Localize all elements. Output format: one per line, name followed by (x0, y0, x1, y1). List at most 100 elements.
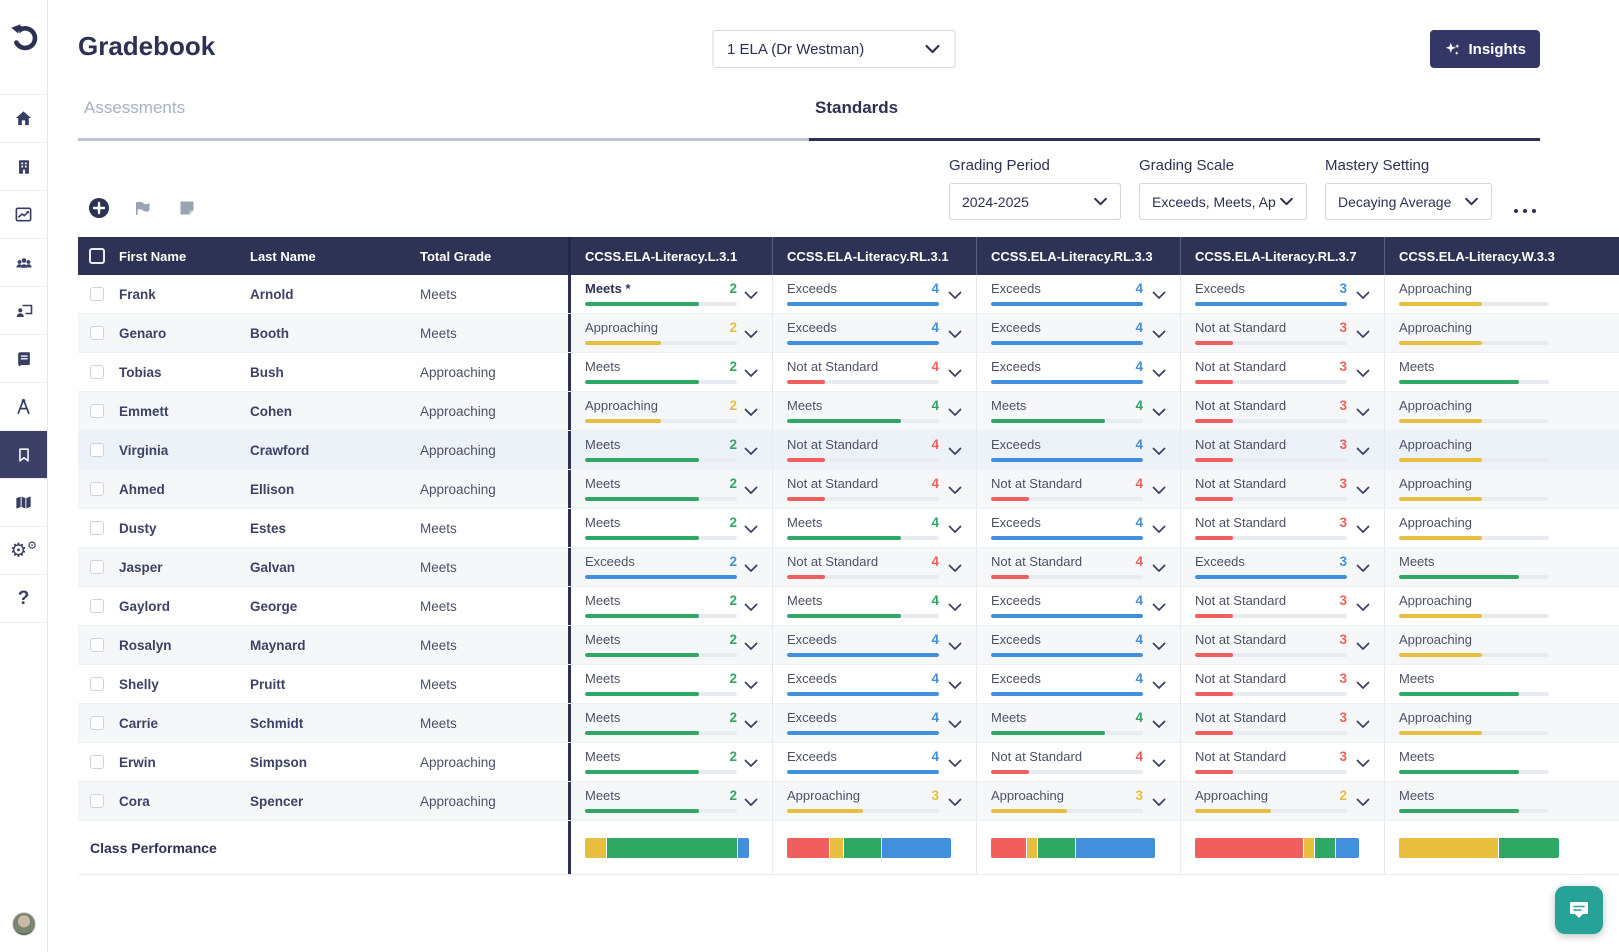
row-checkbox[interactable] (89, 638, 104, 652)
cell-expand-chevron-icon[interactable] (1152, 369, 1166, 378)
cell-expand-chevron-icon[interactable] (1356, 681, 1370, 690)
table-row[interactable]: Emmett Cohen Approaching Approaching 2 M… (78, 392, 1619, 431)
standard-grade-cell[interactable]: Exceeds 2 (568, 548, 772, 586)
cell-expand-chevron-icon[interactable] (948, 525, 962, 534)
standard-grade-cell[interactable]: Meets 4 (772, 392, 976, 430)
class-distribution-bar[interactable] (1195, 837, 1359, 858)
app-logo[interactable] (0, 0, 47, 95)
standard-grade-cell[interactable]: Meets 2 (568, 587, 772, 625)
cell-expand-chevron-icon[interactable] (1152, 720, 1166, 729)
standard-grade-cell[interactable]: Not at Standard 3 (1180, 743, 1384, 781)
cell-expand-chevron-icon[interactable] (744, 408, 758, 417)
table-row[interactable]: Genaro Booth Meets Approaching 2 Exceeds (78, 314, 1619, 353)
cell-expand-chevron-icon[interactable] (744, 330, 758, 339)
standard-grade-cell[interactable]: Not at Standard 4 (772, 548, 976, 586)
standard-grade-cell[interactable]: Not at Standard 4 (772, 470, 976, 508)
standard-grade-cell[interactable]: Approaching 3 (976, 782, 1180, 820)
table-row[interactable]: Tobias Bush Approaching Meets 2 Not at S… (78, 353, 1619, 392)
cell-expand-chevron-icon[interactable] (744, 681, 758, 690)
standard-grade-cell[interactable]: Meets 2 (568, 353, 772, 391)
standard-grade-cell[interactable]: Exceeds 4 (976, 509, 1180, 547)
standard-grade-cell[interactable]: Exceeds 4 (976, 431, 1180, 469)
standard-grade-cell[interactable]: Meets 2 (568, 782, 772, 820)
cell-expand-chevron-icon[interactable] (1356, 447, 1370, 456)
standard-grade-cell[interactable]: Approaching (1384, 314, 1619, 352)
standard-grade-cell[interactable]: Not at Standard 4 (772, 431, 976, 469)
cell-expand-chevron-icon[interactable] (744, 798, 758, 807)
standard-grade-cell[interactable]: Not at Standard 3 (1180, 353, 1384, 391)
standard-grade-cell[interactable]: Approaching (1384, 626, 1619, 664)
cell-expand-chevron-icon[interactable] (1356, 759, 1370, 768)
standard-grade-cell[interactable]: Exceeds 4 (976, 665, 1180, 703)
standard-grade-cell[interactable]: Exceeds 4 (976, 626, 1180, 664)
standard-grade-cell[interactable]: Meets (1384, 353, 1619, 391)
add-button[interactable] (88, 197, 110, 222)
standard-grade-cell[interactable]: Meets 4 (976, 704, 1180, 742)
row-checkbox[interactable] (89, 482, 104, 496)
table-row[interactable]: Erwin Simpson Approaching Meets 2 Exceed… (78, 743, 1619, 782)
standard-grade-cell[interactable]: Approaching 2 (568, 392, 772, 430)
cell-expand-chevron-icon[interactable] (744, 720, 758, 729)
standard-grade-cell[interactable]: Exceeds 4 (976, 353, 1180, 391)
standard-grade-cell[interactable]: Meets 2 (568, 509, 772, 547)
cell-expand-chevron-icon[interactable] (948, 603, 962, 612)
standard-grade-cell[interactable]: Meets 4 (772, 587, 976, 625)
cell-expand-chevron-icon[interactable] (744, 525, 758, 534)
table-row[interactable]: Rosalyn Maynard Meets Meets 2 Exceeds (78, 626, 1619, 665)
standard-grade-cell[interactable]: Not at Standard 4 (772, 353, 976, 391)
standard-grade-cell[interactable]: Not at Standard 3 (1180, 587, 1384, 625)
row-checkbox[interactable] (89, 794, 104, 808)
cell-expand-chevron-icon[interactable] (1356, 486, 1370, 495)
cell-expand-chevron-icon[interactable] (948, 408, 962, 417)
table-row[interactable]: Virginia Crawford Approaching Meets 2 No… (78, 431, 1619, 470)
standard-grade-cell[interactable]: Meets 2 (568, 626, 772, 664)
standard-grade-cell[interactable]: Not at Standard 3 (1180, 704, 1384, 742)
row-checkbox[interactable] (89, 365, 104, 379)
cell-expand-chevron-icon[interactable] (1356, 603, 1370, 612)
select-all-checkbox[interactable] (88, 248, 105, 264)
cell-expand-chevron-icon[interactable] (1152, 681, 1166, 690)
standard-grade-cell[interactable]: Meets 2 (568, 470, 772, 508)
cell-expand-chevron-icon[interactable] (744, 603, 758, 612)
cell-expand-chevron-icon[interactable] (1152, 759, 1166, 768)
standard-grade-cell[interactable]: Not at Standard 3 (1180, 314, 1384, 352)
standard-grade-cell[interactable]: Meets (1384, 743, 1619, 781)
standard-grade-cell[interactable]: Meets 2 (568, 704, 772, 742)
cell-expand-chevron-icon[interactable] (1152, 486, 1166, 495)
standard-grade-cell[interactable]: Approaching (1384, 704, 1619, 742)
chat-support-button[interactable] (1555, 886, 1603, 934)
cell-expand-chevron-icon[interactable] (1152, 330, 1166, 339)
flag-button[interactable] (133, 198, 154, 221)
standard-grade-cell[interactable]: Not at Standard 4 (976, 470, 1180, 508)
cell-expand-chevron-icon[interactable] (744, 291, 758, 300)
standard-grade-cell[interactable]: Meets 2 (568, 431, 772, 469)
standard-grade-cell[interactable]: Meets (1384, 665, 1619, 703)
cell-expand-chevron-icon[interactable] (948, 564, 962, 573)
standard-grade-cell[interactable]: Exceeds 3 (1180, 275, 1384, 313)
cell-expand-chevron-icon[interactable] (1356, 525, 1370, 534)
cell-expand-chevron-icon[interactable] (948, 447, 962, 456)
standard-grade-cell[interactable]: Meets * 2 (568, 275, 772, 313)
sidebar-item-analytics[interactable] (0, 191, 47, 239)
table-row[interactable]: Carrie Schmidt Meets Meets 2 Exceeds (78, 704, 1619, 743)
sidebar-item-help[interactable]: ? (0, 575, 47, 623)
class-distribution-bar[interactable] (585, 837, 749, 858)
standard-grade-cell[interactable]: Meets 4 (976, 392, 1180, 430)
standard-grade-cell[interactable]: Approaching (1384, 431, 1619, 469)
cell-expand-chevron-icon[interactable] (948, 759, 962, 768)
standard-grade-cell[interactable]: Approaching (1384, 470, 1619, 508)
standard-grade-cell[interactable]: Meets (1384, 782, 1619, 820)
cell-expand-chevron-icon[interactable] (1356, 291, 1370, 300)
cell-expand-chevron-icon[interactable] (1356, 408, 1370, 417)
standard-grade-cell[interactable]: Exceeds 4 (772, 704, 976, 742)
row-checkbox[interactable] (89, 560, 104, 574)
sidebar-item-standards[interactable] (0, 431, 47, 479)
standard-grade-cell[interactable]: Meets (1384, 548, 1619, 586)
cell-expand-chevron-icon[interactable] (1356, 330, 1370, 339)
standard-grade-cell[interactable]: Exceeds 4 (772, 626, 976, 664)
standard-grade-cell[interactable]: Approaching 3 (772, 782, 976, 820)
insights-button[interactable]: Insights (1430, 30, 1540, 68)
cell-expand-chevron-icon[interactable] (1152, 564, 1166, 573)
cell-expand-chevron-icon[interactable] (948, 720, 962, 729)
standard-grade-cell[interactable]: Approaching 2 (1180, 782, 1384, 820)
